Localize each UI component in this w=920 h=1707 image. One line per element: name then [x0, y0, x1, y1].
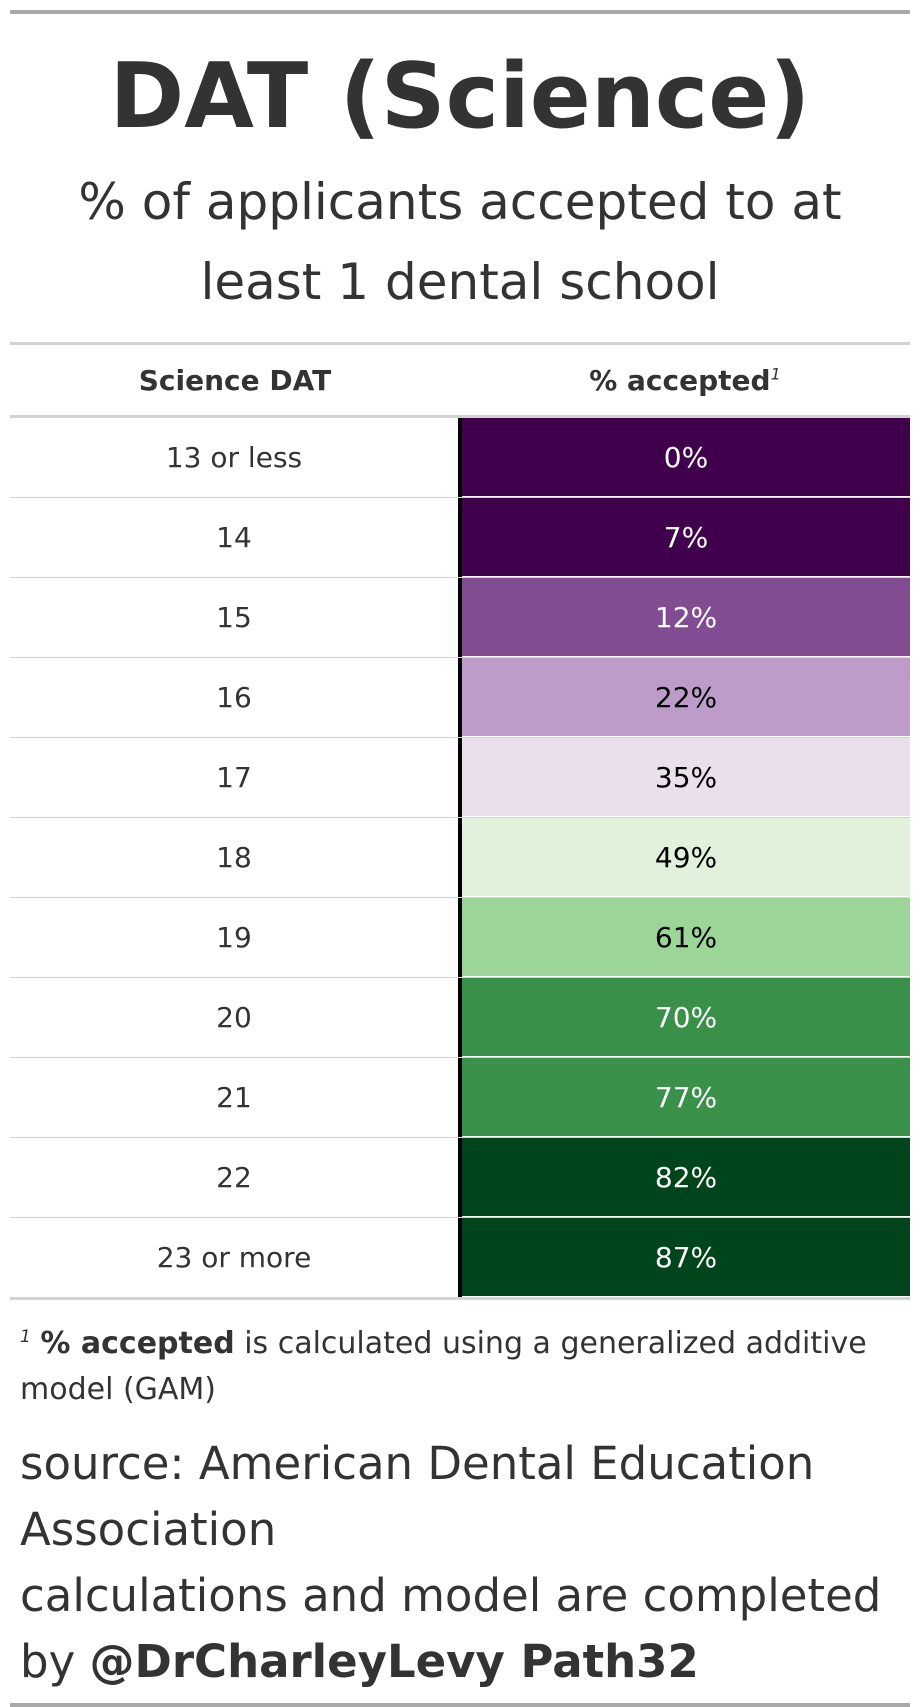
score-cell: 22 — [10, 1138, 462, 1217]
accepted-cell: 35% — [462, 738, 910, 817]
top-rule — [10, 10, 910, 14]
source-note: source: American Dental Education Associ… — [10, 1431, 910, 1695]
source-author: @DrCharleyLevy Path32 — [89, 1635, 699, 1688]
column-header-row: Science DAT % accepted1 — [10, 345, 910, 418]
score-cell: 17 — [10, 738, 462, 817]
table-row: 13 or less 0% — [10, 418, 910, 498]
accepted-cell: 49% — [462, 818, 910, 897]
accepted-cell: 70% — [462, 978, 910, 1057]
column-header-accepted-label: % accepted — [589, 363, 771, 397]
score-cell: 16 — [10, 658, 462, 737]
table-figure: DAT (Science) % of applicants accepted t… — [10, 10, 910, 1707]
table-row: 19 61% — [10, 898, 910, 978]
source-line-2: calculations and model are completed by … — [20, 1563, 910, 1695]
table-row: 16 22% — [10, 658, 910, 738]
footnote: 1 % accepted is calculated using a gener… — [10, 1314, 910, 1413]
table-row: 21 77% — [10, 1058, 910, 1138]
column-header-accepted: % accepted1 — [460, 364, 910, 397]
footnote-mark: 1 — [20, 1327, 31, 1347]
footnote-mark: 1 — [770, 364, 781, 384]
table-row: 15 12% — [10, 578, 910, 658]
column-header-score: Science DAT — [138, 363, 332, 397]
score-cell: 13 or less — [10, 418, 462, 497]
score-cell: 23 or more — [10, 1218, 462, 1297]
accepted-cell: 22% — [462, 658, 910, 737]
table-row: 23 or more 87% — [10, 1218, 910, 1300]
accepted-cell: 12% — [462, 578, 910, 657]
accepted-cell: 77% — [462, 1058, 910, 1137]
header-rule — [10, 342, 910, 345]
score-cell: 21 — [10, 1058, 462, 1137]
bottom-rule — [10, 1703, 910, 1707]
table-body: 13 or less 0% 14 7% 15 12% 16 22% 17 35% 18 49% 19 61… — [10, 418, 910, 1300]
score-cell: 20 — [10, 978, 462, 1057]
accepted-cell: 82% — [462, 1138, 910, 1217]
score-cell: 14 — [10, 498, 462, 577]
footnote-text: is calculated using a generalized additi… — [20, 1326, 867, 1407]
chart-title: DAT (Science) — [109, 44, 811, 149]
table-row: 22 82% — [10, 1138, 910, 1218]
accepted-cell: 61% — [462, 898, 910, 977]
table-row: 14 7% — [10, 498, 910, 578]
score-cell: 15 — [10, 578, 462, 657]
table-row: 17 35% — [10, 738, 910, 818]
chart-subtitle: % of applicants accepted to at least 1 d… — [78, 173, 842, 311]
table-row: 20 70% — [10, 978, 910, 1058]
score-cell: 19 — [10, 898, 462, 977]
score-cell: 18 — [10, 818, 462, 897]
accepted-cell: 87% — [462, 1218, 910, 1297]
source-line-2-prefix: calculations and model are completed by — [20, 1569, 882, 1688]
accepted-cell: 0% — [462, 418, 910, 497]
source-line-1: source: American Dental Education Associ… — [20, 1437, 815, 1556]
footnote-bold: % accepted — [40, 1326, 235, 1361]
accepted-cell: 7% — [462, 498, 910, 577]
table-row: 18 49% — [10, 818, 910, 898]
